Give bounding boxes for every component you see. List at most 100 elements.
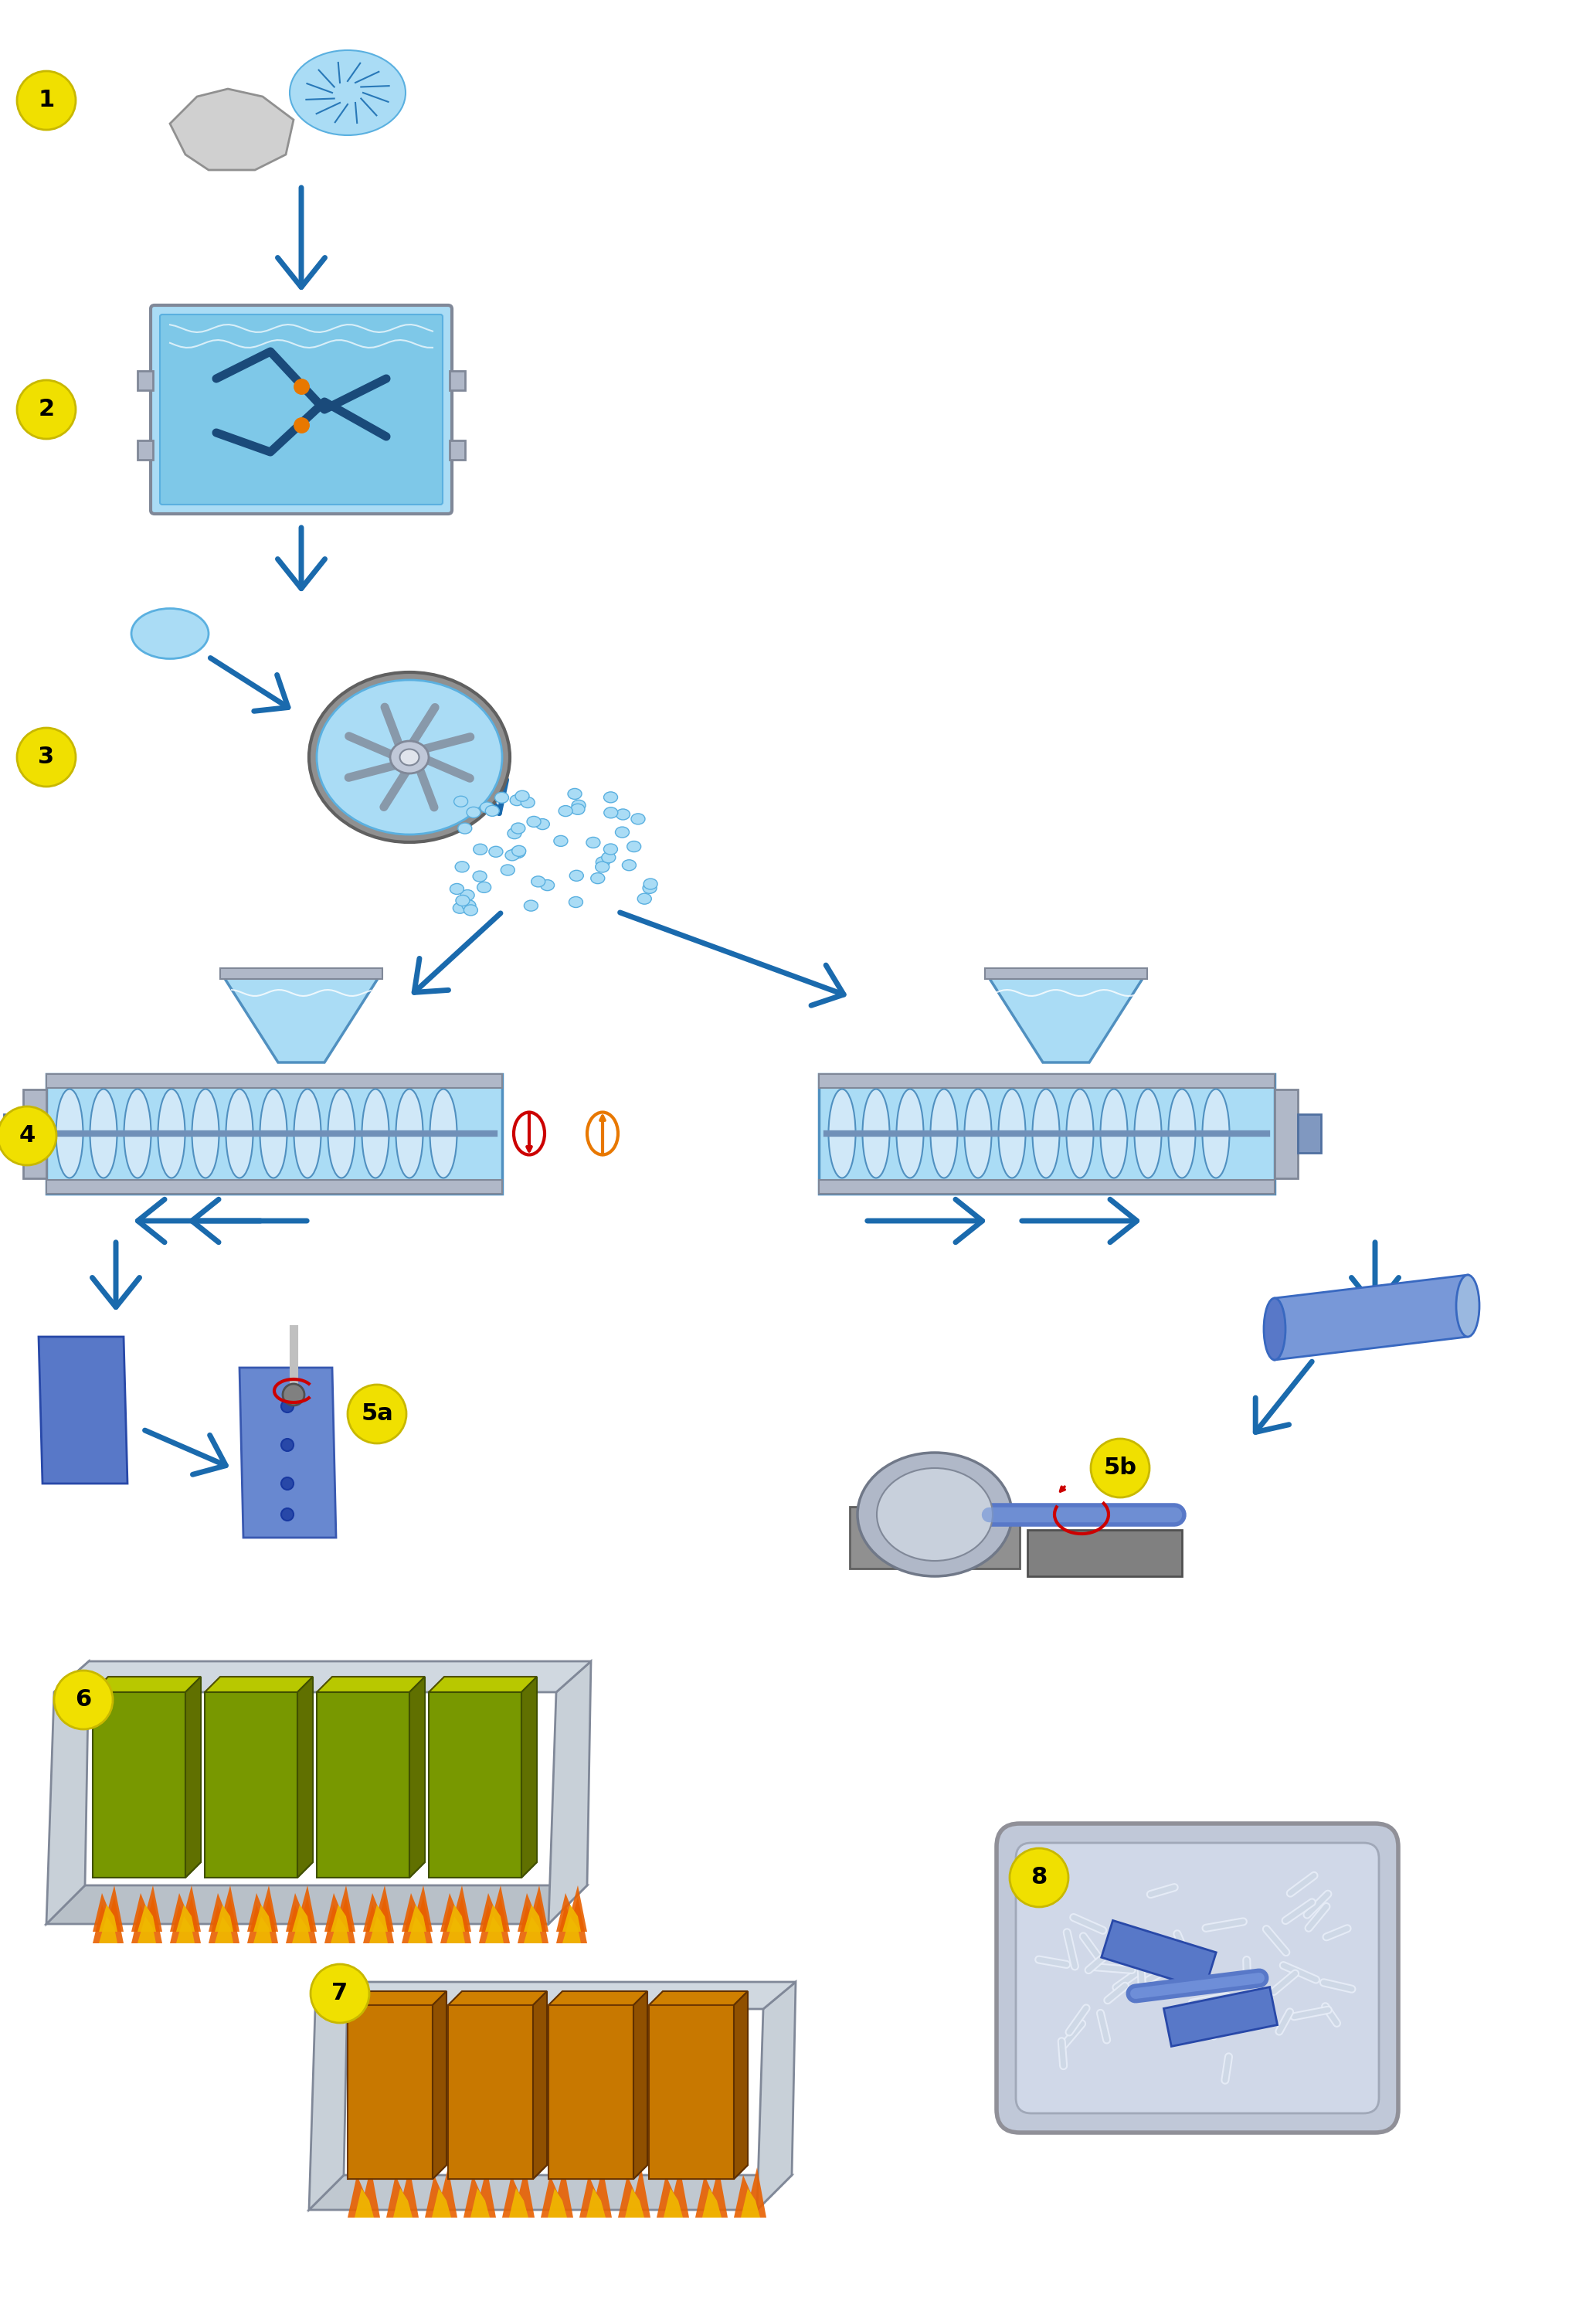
Ellipse shape (1033, 1089, 1060, 1177)
Ellipse shape (828, 1089, 855, 1177)
Ellipse shape (511, 847, 523, 859)
Ellipse shape (192, 1089, 219, 1177)
Polygon shape (429, 1863, 536, 1879)
Polygon shape (393, 2188, 412, 2218)
Polygon shape (310, 2174, 792, 2209)
Polygon shape (410, 1676, 425, 1879)
Bar (1028, 1530, 1183, 1576)
Polygon shape (1163, 1987, 1277, 2047)
Polygon shape (330, 1916, 350, 1943)
Polygon shape (440, 1886, 471, 1932)
Polygon shape (541, 2167, 573, 2218)
Polygon shape (93, 1676, 201, 1692)
Polygon shape (46, 1886, 587, 1925)
Polygon shape (204, 1692, 297, 1879)
Ellipse shape (461, 900, 476, 912)
Bar (137, 441, 153, 459)
Polygon shape (176, 1904, 195, 1932)
Polygon shape (215, 1904, 233, 1932)
Bar (137, 372, 153, 390)
Polygon shape (990, 979, 1143, 1062)
Circle shape (54, 1671, 113, 1729)
Text: 4: 4 (19, 1124, 35, 1147)
Polygon shape (433, 1992, 447, 2179)
Polygon shape (656, 2167, 689, 2218)
Polygon shape (204, 1676, 313, 1692)
Bar (220, 967, 383, 979)
Polygon shape (626, 2188, 645, 2218)
Polygon shape (533, 1992, 547, 2179)
Bar (450, 441, 464, 459)
Ellipse shape (897, 1089, 924, 1177)
Polygon shape (509, 2188, 528, 2218)
Polygon shape (440, 1897, 471, 1943)
Ellipse shape (637, 893, 651, 905)
Text: 3: 3 (38, 745, 54, 769)
Text: 7: 7 (332, 1983, 348, 2006)
Polygon shape (239, 1369, 337, 1537)
Ellipse shape (603, 792, 618, 803)
Polygon shape (1101, 1920, 1216, 1989)
Polygon shape (586, 2188, 605, 2218)
Ellipse shape (622, 861, 637, 870)
Polygon shape (757, 1983, 796, 2209)
Polygon shape (562, 1904, 581, 1932)
Ellipse shape (294, 1089, 321, 1177)
Ellipse shape (56, 1089, 83, 1177)
Ellipse shape (124, 1089, 152, 1177)
Polygon shape (448, 2165, 547, 2179)
Ellipse shape (131, 609, 209, 658)
Bar (849, 1507, 1020, 1569)
Bar (46, 1073, 503, 1193)
Polygon shape (433, 2188, 452, 2218)
Polygon shape (650, 2165, 749, 2179)
Ellipse shape (523, 900, 538, 912)
Polygon shape (169, 1886, 201, 1932)
Ellipse shape (568, 898, 583, 907)
Text: 8: 8 (1031, 1867, 1047, 1888)
Ellipse shape (480, 801, 495, 812)
Text: 1: 1 (38, 90, 54, 111)
Ellipse shape (501, 866, 514, 875)
Ellipse shape (485, 805, 500, 817)
Ellipse shape (396, 1089, 423, 1177)
Polygon shape (286, 1886, 316, 1932)
Ellipse shape (488, 847, 503, 856)
Polygon shape (310, 1983, 348, 2209)
Ellipse shape (477, 882, 492, 893)
Ellipse shape (554, 835, 568, 847)
Ellipse shape (531, 877, 546, 886)
Polygon shape (402, 1897, 433, 1943)
Polygon shape (137, 1904, 156, 1932)
Polygon shape (169, 90, 294, 171)
Ellipse shape (450, 884, 464, 896)
Circle shape (281, 1477, 294, 1489)
Ellipse shape (290, 51, 405, 136)
Polygon shape (247, 1897, 278, 1943)
Ellipse shape (511, 847, 525, 859)
Text: 5a: 5a (361, 1403, 393, 1426)
Polygon shape (448, 2006, 533, 2179)
Ellipse shape (455, 861, 469, 872)
Polygon shape (254, 1904, 271, 1932)
Ellipse shape (1264, 1297, 1285, 1359)
Circle shape (18, 72, 75, 129)
Ellipse shape (453, 902, 468, 914)
Circle shape (281, 1507, 294, 1521)
Ellipse shape (495, 792, 509, 803)
Ellipse shape (310, 672, 509, 842)
Polygon shape (297, 1676, 313, 1879)
Polygon shape (555, 1886, 587, 1932)
Ellipse shape (627, 840, 642, 852)
Polygon shape (702, 2188, 721, 2218)
Polygon shape (131, 1886, 163, 1932)
Polygon shape (517, 1897, 549, 1943)
Polygon shape (409, 1916, 426, 1943)
Bar (819, 1073, 1275, 1193)
Circle shape (348, 1385, 407, 1442)
Ellipse shape (570, 870, 584, 882)
Polygon shape (549, 1992, 648, 2006)
Polygon shape (386, 2167, 418, 2218)
Polygon shape (292, 1916, 311, 1943)
Polygon shape (734, 1992, 749, 2179)
